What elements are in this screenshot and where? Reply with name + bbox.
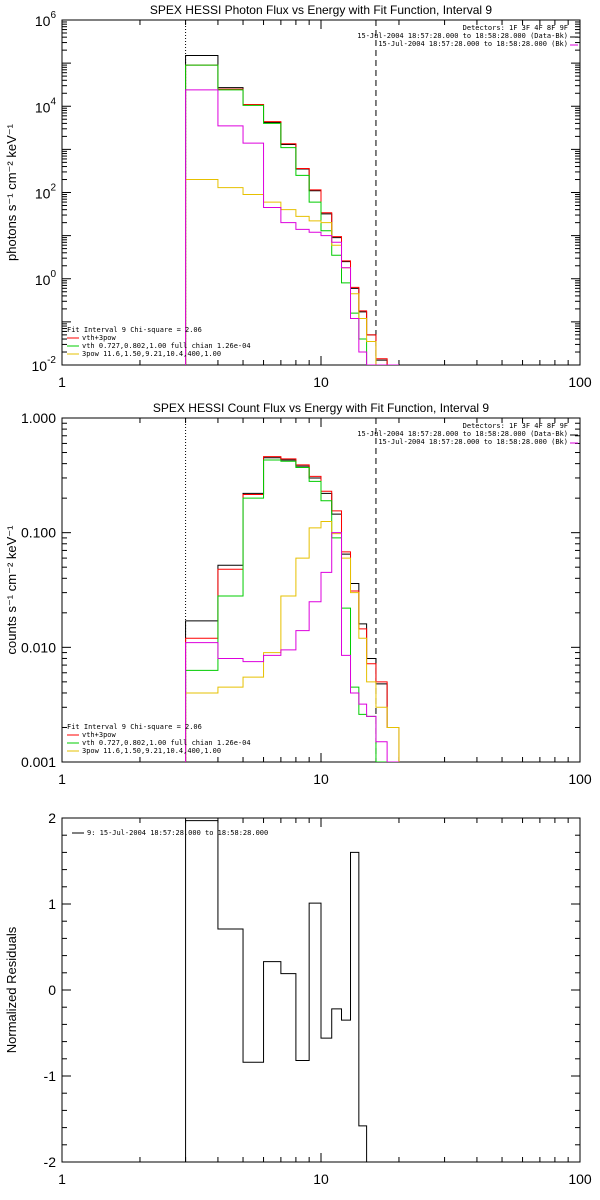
x-tick-label: 100 [568, 771, 592, 787]
y-tick-label: 106 [35, 10, 57, 29]
y-tick-exponent: 0 [50, 269, 56, 280]
y-tick-label: 1 [48, 896, 56, 912]
top-legend-entry: 15-Jul-2004 18:57:28.000 to 18:58:28.000… [378, 438, 568, 446]
series-line-4 [185, 532, 399, 762]
x-tick-label: 1 [58, 771, 66, 787]
x-tick-label: 100 [568, 1171, 592, 1187]
y-tick-label: 10-2 [32, 355, 57, 374]
plot-area [185, 820, 368, 1162]
y-tick-exponent: 4 [50, 96, 56, 107]
y-tick-label: 104 [35, 96, 57, 115]
x-tick-label: 1 [58, 374, 66, 390]
y-axis-label: Normalized Residuals [4, 926, 19, 1053]
chart-2: SPEX HESSI Count Flux vs Energy with Fit… [4, 401, 592, 787]
top-legend-entry: 15-Jul-2004 18:57:28.000 to 18:58:28.000… [357, 430, 568, 438]
x-tick-label: 100 [568, 374, 592, 390]
plot-area [185, 418, 400, 762]
series-line-1 [185, 456, 400, 762]
series-line-3 [185, 521, 400, 762]
bottom-legend-entry: 3pow 11.6,1.50,9.21,10.4,400,1.00 [82, 350, 221, 358]
y-tick-exponent: 6 [50, 10, 56, 21]
x-tick-label: 10 [313, 771, 329, 787]
y-tick-label: 1.000 [21, 410, 56, 426]
y-tick-base: 10 [35, 99, 51, 115]
plot-area [185, 20, 399, 365]
y-tick-label: 0.100 [21, 525, 56, 541]
bottom-legend-entry: vth+3pow [82, 334, 117, 342]
y-axis-label: counts s⁻¹ cm⁻² keV⁻¹ [4, 525, 19, 655]
y-tick-label: 100 [35, 269, 57, 288]
bottom-legend-entry: vth 0.727,0.802,1.00 full chian 1.26e-04 [82, 342, 251, 350]
x-tick-label: 10 [313, 1171, 329, 1187]
y-tick-base: 10 [32, 358, 48, 374]
series-line-3 [185, 179, 399, 365]
y-tick-label: -2 [44, 1154, 57, 1170]
x-tick-label: 10 [313, 374, 329, 390]
y-tick-label: 0.001 [21, 754, 56, 770]
y-tick-label: 102 [35, 183, 57, 202]
y-axis-label: photons s⁻¹ cm⁻² keV⁻¹ [4, 123, 19, 261]
bottom-legend-entry: vth+3pow [82, 731, 117, 739]
chart-title: SPEX HESSI Photon Flux vs Energy with Fi… [150, 3, 492, 17]
bottom-legend-entry: Fit Interval 9 Chi-square = 2.06 [67, 723, 202, 731]
y-tick-base: 10 [35, 13, 51, 29]
y-tick-label: 0.010 [21, 639, 56, 655]
top-legend-entry: 15-Jul-2004 18:57:28.000 to 18:58:28.000… [357, 32, 568, 40]
chart-title: SPEX HESSI Count Flux vs Energy with Fit… [153, 401, 489, 415]
bottom-legend-entry: vth 0.727,0.802,1.00 full chian 1.26e-04 [82, 739, 251, 747]
x-tick-label: 1 [58, 1171, 66, 1187]
y-tick-base: 10 [35, 186, 51, 202]
chart-1: SPEX HESSI Photon Flux vs Energy with Fi… [4, 3, 592, 390]
y-tick-label: 2 [48, 810, 56, 826]
top-legend-entry: Detectors: 1F 3F 4F 8F 9F [463, 422, 568, 430]
y-tick-base: 10 [35, 272, 51, 288]
y-tick-label: -1 [44, 1068, 57, 1084]
bottom-legend-entry: 3pow 11.6,1.50,9.21,10.4,400,1.00 [82, 747, 221, 755]
series-line-2 [185, 64, 399, 365]
y-tick-label: 0 [48, 982, 56, 998]
series-line-0 [185, 457, 400, 762]
top-legend-entry: Detectors: 1F 3F 4F 8F 9F [463, 24, 568, 32]
y-tick-exponent: -2 [47, 355, 56, 366]
series-line-4 [185, 89, 399, 365]
y-tick-exponent: 2 [50, 183, 56, 194]
legend-entry: 9: 15-Jul-2004 18:57:28.000 to 18:58:28.… [87, 829, 268, 837]
series-line-0 [185, 820, 368, 1162]
bottom-legend-entry: Fit Interval 9 Chi-square = 2.06 [67, 326, 202, 334]
top-legend-entry: 15-Jul-2004 18:57:28.000 to 18:58:28.000… [378, 40, 568, 48]
